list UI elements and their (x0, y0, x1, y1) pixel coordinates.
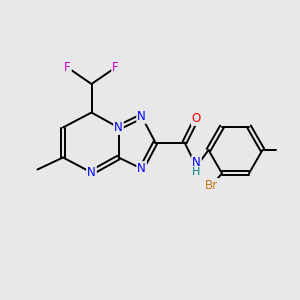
Text: N: N (114, 121, 123, 134)
Text: F: F (64, 61, 71, 74)
Text: N: N (87, 166, 96, 179)
Text: O: O (192, 112, 201, 125)
Text: N: N (137, 162, 146, 175)
Text: F: F (112, 61, 119, 74)
Text: Br: Br (205, 179, 218, 192)
Text: H: H (192, 167, 201, 177)
Text: N: N (192, 156, 201, 169)
Text: N: N (137, 110, 146, 123)
